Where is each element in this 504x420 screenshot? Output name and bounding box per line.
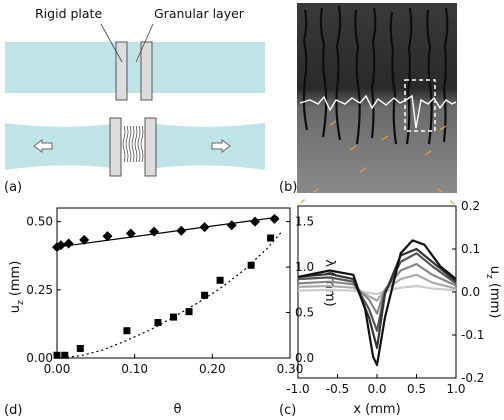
- data-point-square: [123, 327, 131, 335]
- data-point-diamond: [63, 238, 74, 249]
- data-point-diamond: [102, 231, 113, 242]
- y-left-label-main: u: [8, 305, 23, 313]
- data-point-square: [53, 351, 61, 359]
- y-tick-label: 0.2: [461, 199, 480, 213]
- data-point-diamond: [125, 228, 136, 239]
- profile-line-5: [297, 239, 457, 367]
- top-plate-left: [115, 41, 128, 101]
- y-right-tick-label: 1.5: [295, 215, 314, 229]
- plot-frame: [56, 207, 291, 359]
- y-right-tick-label: 0.5: [295, 306, 314, 320]
- x-tick-label: 1.0: [446, 382, 465, 396]
- y-tick-label: 0.1: [461, 242, 480, 256]
- y-left-tick-label: 0.00: [26, 351, 53, 365]
- data-point-square: [154, 319, 162, 327]
- x-tick-label: -0.5: [326, 382, 349, 396]
- data-point-diamond: [79, 234, 90, 245]
- granular-cracks: [122, 125, 144, 163]
- panel-tag-d: (d): [4, 403, 22, 418]
- profile-line-2: [297, 262, 457, 315]
- x-tick-label: 0.30: [277, 362, 304, 376]
- bottom-plate-left: [109, 117, 122, 177]
- x-tick-label: 0.0: [367, 382, 386, 396]
- x-tick-label: 0.00: [44, 362, 71, 376]
- layer-leader-line: [135, 23, 154, 63]
- zoom-box: [404, 79, 436, 132]
- data-point-square: [267, 234, 275, 242]
- fit-line-1: [56, 230, 283, 359]
- data-point-square: [247, 261, 255, 269]
- y-left-tick-label: 0.25: [26, 283, 53, 297]
- top-granular-layer: [127, 42, 141, 93]
- data-point-square: [216, 276, 224, 284]
- data-point-diamond: [226, 220, 237, 231]
- panel-tag-b: (b): [279, 180, 297, 195]
- data-point-square: [61, 351, 69, 359]
- y-label-unit: (mm): [487, 279, 502, 319]
- y-label-sub: z: [484, 274, 494, 279]
- profile-line-4: [297, 247, 457, 349]
- fit-line-0: [56, 216, 279, 248]
- x-axis-label: x (mm): [353, 402, 400, 417]
- x-tick-label: -1.0: [286, 382, 309, 396]
- y-left-label-sub: z: [16, 300, 26, 305]
- y-label-main: u: [487, 266, 502, 274]
- x-axis-label: θ: [174, 402, 182, 417]
- chart-c: -1.0 -0.5 0.0 0.5 1.0-0.2-0.10.00.10.2x (mm)…: [286, 199, 502, 417]
- y-left-label-unit: (mm): [8, 261, 23, 301]
- y-tick-label: -0.2: [461, 371, 484, 385]
- y-left-axis-label: uz (mm): [8, 261, 26, 314]
- data-point-square: [201, 291, 209, 299]
- label-rigid-plate: Rigid plate: [35, 6, 102, 21]
- chart-d: 0.00 0.10 0.20 0.30 0.00 0.25 0.50 0.0 0.5 1.0 1.5…: [8, 207, 337, 417]
- bottom-medium-left: [5, 123, 112, 170]
- top-medium-right: [151, 42, 265, 93]
- top-medium-left: [5, 42, 118, 93]
- y-tick-label: 0.0: [461, 285, 480, 299]
- micrograph-cracks: [302, 5, 449, 145]
- data-point-square: [185, 308, 193, 316]
- y-right-tick-label: 1.0: [295, 260, 314, 274]
- y-tick-label: -0.1: [461, 328, 484, 342]
- bottom-plate-right: [144, 117, 157, 177]
- data-point-square: [76, 344, 84, 352]
- zoom-connectors: [297, 188, 456, 206]
- data-point-diamond: [55, 240, 66, 251]
- y-axis-label: uz (mm): [484, 266, 502, 319]
- x-tick-label: 0.20: [199, 362, 226, 376]
- data-point-diamond: [250, 216, 261, 227]
- y-right-tick-label: 0.0: [295, 351, 314, 365]
- surface-profile-trace: [299, 94, 457, 129]
- panel-tag-a: (a): [4, 180, 22, 195]
- data-point-diamond: [199, 222, 210, 233]
- panel-a: Rigid plate Granular layer (a): [4, 6, 265, 195]
- data-point-diamond: [176, 225, 187, 236]
- panel-b: (b): [279, 3, 457, 206]
- orange-markers: [329, 120, 447, 173]
- profile-line-0: [297, 284, 457, 296]
- data-point-square: [170, 313, 177, 321]
- y-left-tick-label: 0.50: [26, 215, 53, 229]
- bottom-medium-right: [156, 123, 265, 170]
- plot-frame: [297, 205, 457, 379]
- top-plate-right: [140, 41, 153, 101]
- x-tick-label: 0.10: [121, 362, 148, 376]
- data-point-diamond: [269, 213, 280, 224]
- arrow-right-icon: [211, 139, 231, 153]
- profile-line-3: [297, 252, 457, 332]
- label-granular-layer: Granular layer: [154, 6, 245, 21]
- profile-line-1: [297, 273, 457, 302]
- panel-tag-c: (c): [279, 403, 296, 418]
- x-tick-label: 0.5: [407, 382, 426, 396]
- arrow-left-icon: [33, 139, 53, 153]
- plate-leader-line: [100, 23, 123, 63]
- data-point-diamond: [149, 226, 160, 237]
